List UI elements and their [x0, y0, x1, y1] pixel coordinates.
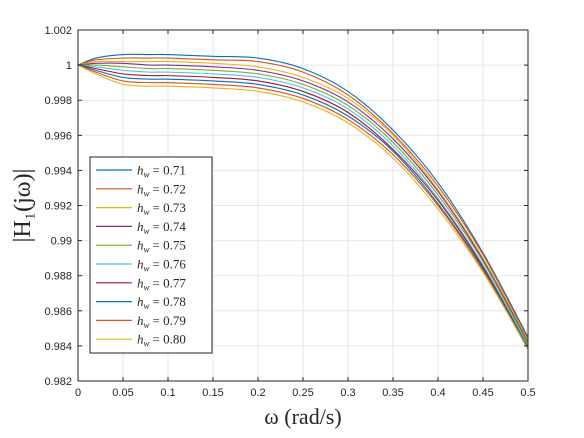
x-tick-label: 0.05	[112, 387, 133, 399]
series-line-5	[77, 64, 529, 345]
y-tick-label: 0.992	[44, 201, 72, 213]
series-line-7	[77, 64, 529, 348]
legend-entry-label: hw = 0.74	[137, 219, 186, 236]
series-line-1	[77, 53, 529, 338]
x-tick-label: 0.35	[382, 387, 403, 399]
x-tick-label: 0.1	[160, 387, 175, 399]
x-tick-label: 0.5	[520, 387, 535, 399]
y-tick-label: 0.984	[44, 341, 72, 353]
legend-box	[89, 156, 213, 354]
series-line-3	[77, 60, 529, 341]
legend-entry-label: hw = 0.72	[137, 181, 186, 198]
y-tick-label: 0.998	[44, 95, 72, 107]
legend-entry-label: hw = 0.75	[137, 238, 186, 255]
x-tick-label: 0.2	[250, 387, 265, 399]
legend-entry-label: hw = 0.76	[137, 257, 186, 274]
legend-entry-label: hw = 0.79	[137, 313, 186, 330]
x-tick-label: 0.15	[202, 387, 223, 399]
series-line-9	[77, 64, 529, 350]
series-line-6	[77, 64, 529, 347]
series-line-10	[77, 64, 529, 350]
series-group	[77, 53, 529, 350]
y-tick-label: 0.994	[44, 165, 72, 177]
legend-entry-label: hw = 0.73	[137, 200, 186, 217]
series-line-2	[77, 57, 529, 340]
y-tick-label: 0.988	[44, 271, 72, 283]
x-tick-label: 0.45	[472, 387, 493, 399]
legend-entry-label: hw = 0.80	[137, 332, 186, 349]
y-tick-label: 1.002	[44, 25, 72, 37]
y-tick-label: 0.99	[51, 236, 72, 248]
x-axis-label: ω (rad/s)	[264, 404, 341, 429]
y-tick-label: 0.986	[44, 306, 72, 318]
y-axis-ticks: 0.982 0.984 0.986 0.988 0.99 0.992 0.994 0.996 0…	[44, 25, 528, 388]
series-line-4	[77, 62, 529, 343]
legend-entry-label: hw = 0.77	[137, 275, 186, 292]
x-axis-ticks: 0 0.05 0.1 0.15 0.2 0.25 0.3 0.35 0.4 0.45 0.5	[75, 30, 536, 399]
x-tick-label: 0	[75, 387, 81, 399]
x-tick-label: 0.3	[340, 387, 355, 399]
x-tick-label: 0.4	[430, 387, 445, 399]
y-tick-label: 0.982	[44, 376, 72, 388]
y-tick-label: 1	[66, 60, 72, 72]
legend-entry-label: hw = 0.71	[137, 163, 186, 180]
y-axis-label: |H₁(jω)|	[10, 169, 36, 243]
y-tick-label: 0.996	[44, 130, 72, 142]
series-line-8	[77, 64, 529, 348]
legend-entry-label: hw = 0.78	[137, 294, 186, 311]
x-tick-label: 0.25	[292, 387, 313, 399]
